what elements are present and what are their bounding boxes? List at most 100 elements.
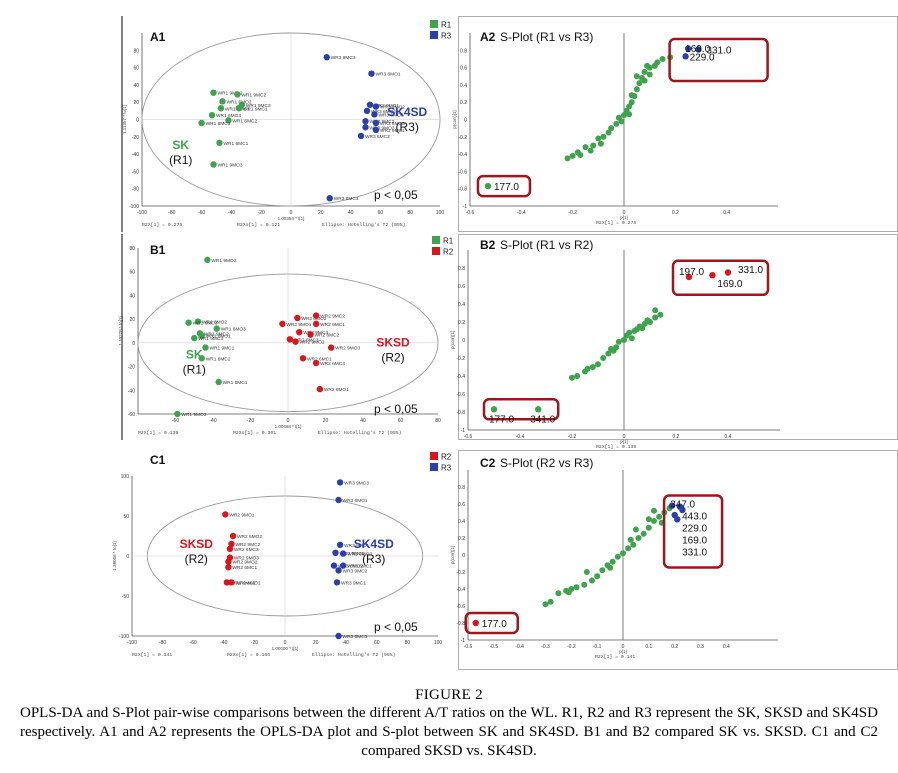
- highlight-point: [535, 406, 542, 413]
- x-tick-label: 20: [318, 210, 324, 216]
- panel-a1: -100 -80 -60 -40 -20 0 20 40 60 80 100 -100 -80 -60 -4…: [121, 16, 452, 232]
- score-point-label: WR2 6MC2: [315, 333, 340, 339]
- score-point-label: WR1 6MO2: [202, 320, 227, 326]
- y-tick-label: 0.2: [458, 536, 465, 542]
- x-tick-label: -20: [258, 210, 265, 216]
- splot-point: [630, 541, 637, 548]
- splot-point: [595, 135, 602, 142]
- splot-point: [614, 553, 621, 560]
- y-tick-label: 0.8: [458, 485, 465, 491]
- x-tick-label: 0: [284, 640, 287, 646]
- score-point-label: WR3 6MO1: [375, 72, 400, 78]
- y-tick-label: -0.6: [458, 169, 467, 175]
- group-code: (R3): [396, 120, 419, 134]
- score-point: [210, 161, 217, 168]
- panel-label: C1: [150, 453, 166, 467]
- splot-point: [609, 558, 616, 565]
- x-tick-label: -20: [251, 640, 258, 646]
- footer-text: R2X[1] = 0.275: [596, 220, 636, 226]
- score-point: [332, 549, 339, 556]
- legend-label: R3: [441, 464, 452, 473]
- y-tick-label: -0.2: [456, 570, 465, 576]
- score-point: [208, 111, 216, 119]
- splot-point: [621, 112, 627, 119]
- y-tick-label: -0.4: [458, 152, 467, 158]
- y-tick-label: -100: [129, 204, 139, 210]
- x-tick-label: 60: [374, 640, 380, 646]
- score-point: [292, 338, 299, 345]
- score-point: [194, 318, 202, 325]
- y-tick-label: -60: [132, 169, 139, 175]
- y-tick-label: 0.6: [458, 284, 465, 290]
- score-point: [330, 562, 338, 569]
- splot-point: [640, 530, 647, 537]
- splot-title: S-Plot (R1 vs R2): [500, 238, 593, 252]
- splot-point: [597, 140, 604, 147]
- footer-text: R2X[1] = 0.141: [595, 654, 635, 660]
- score-point-label: WR1 6MO3: [221, 327, 246, 333]
- score-point: [335, 496, 342, 504]
- score-point: [336, 541, 344, 548]
- score-point: [307, 331, 314, 338]
- score-point: [336, 479, 344, 486]
- score-point-label: WR1 9MC3: [198, 336, 223, 342]
- splot-point: [645, 516, 652, 523]
- splot-point: [582, 144, 589, 151]
- splot-point: [564, 155, 571, 162]
- highlight-point: [668, 502, 676, 509]
- x-tick-label: -40: [209, 418, 216, 424]
- footer-text: R2Xo[1] = 0.121: [237, 222, 280, 228]
- splot-point: [555, 590, 562, 597]
- splot-point: [569, 152, 576, 159]
- x-tick-label: 80: [405, 640, 411, 646]
- score-point-label: WR1 6MC3: [193, 321, 218, 327]
- splot-point: [636, 80, 643, 87]
- legend-swatch: [430, 463, 438, 471]
- significance-label: p < 0,05: [374, 402, 418, 416]
- x-tick-label: -0.2: [568, 434, 577, 440]
- y-tick-label: 0.2: [458, 320, 465, 326]
- highlight-label: 331.0: [738, 265, 763, 276]
- group-code: (R3): [362, 552, 385, 566]
- panel-label: C2: [480, 456, 496, 470]
- x-tick-label: 40: [348, 210, 354, 216]
- highlight-point: [490, 406, 498, 413]
- group-code: (R2): [381, 350, 404, 364]
- highlight-label: 229.0: [682, 524, 707, 535]
- x-tick-label: -0.5: [490, 644, 499, 650]
- x-tick-label: 0: [287, 418, 290, 424]
- figure-label: FIGURE 2: [415, 687, 483, 703]
- splot-point: [608, 125, 615, 132]
- splot-title: S-Plot (R1 vs R3): [500, 30, 593, 44]
- highlight-point: [695, 46, 702, 53]
- score-point-label: WR2 9MO2: [232, 560, 257, 566]
- x-tick-label: 0.4: [723, 210, 730, 216]
- y-tick-label: -20: [128, 365, 135, 371]
- x-tick-label: -60: [172, 418, 179, 424]
- splot-point: [615, 338, 622, 345]
- y-tick-label: -0.6: [456, 392, 465, 398]
- y-tick-label: -20: [132, 135, 139, 141]
- x-tick-label: 0.3: [697, 644, 704, 650]
- score-point: [213, 325, 220, 332]
- highlight-point: [674, 516, 681, 523]
- splot-point: [605, 129, 612, 136]
- score-point: [198, 119, 205, 127]
- x-axis-label: p[1]: [619, 649, 627, 654]
- highlight-label: 177.0: [494, 182, 519, 193]
- score-point-label: WR2 9MO1: [229, 512, 254, 518]
- score-point-label: WR1 9MO3: [218, 162, 243, 168]
- score-point: [362, 124, 369, 131]
- score-point: [226, 545, 234, 552]
- splot-point: [641, 77, 648, 84]
- splot-point: [605, 350, 612, 357]
- significance-label: p < 0,05: [374, 620, 418, 634]
- y-tick-label: 100: [121, 474, 130, 480]
- score-point: [357, 132, 365, 140]
- x-tick-label: -60: [198, 210, 205, 216]
- splot-point: [587, 147, 594, 154]
- x-tick-label: -40: [228, 210, 235, 216]
- splot-point: [652, 307, 659, 314]
- panel-label: A1: [150, 30, 166, 44]
- splot-point: [613, 120, 620, 127]
